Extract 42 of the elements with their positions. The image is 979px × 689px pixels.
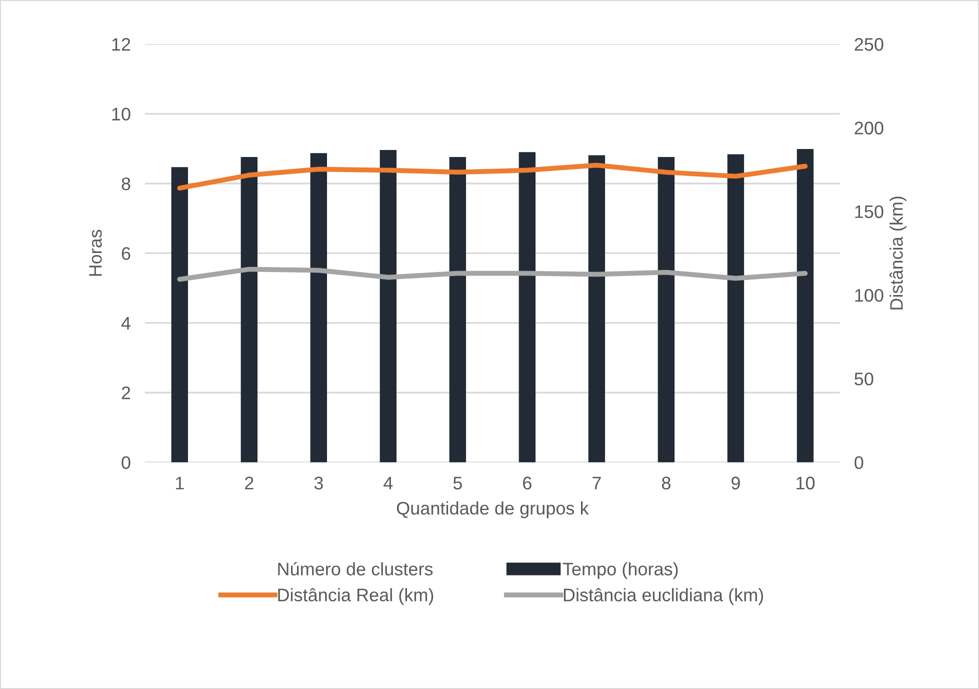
- line-series: [177, 162, 808, 191]
- x-tick-label: 2: [245, 476, 254, 490]
- bar: [449, 157, 466, 462]
- x-axis-title: Quantidade de grupos k: [396, 501, 589, 518]
- y2-tick-label: 100: [855, 288, 884, 302]
- bar: [171, 167, 188, 462]
- bar: [380, 150, 397, 462]
- x-tick-label: 4: [384, 476, 393, 490]
- x-tick-label: 5: [453, 476, 462, 490]
- bar: [240, 157, 258, 462]
- y-tick-label: 8: [122, 177, 130, 190]
- legend-label: Tempo (horas): [562, 562, 678, 580]
- text: Número de clusters: [278, 562, 433, 576]
- y-tick-label: 2: [122, 386, 130, 400]
- x-tick-label: 6: [523, 476, 532, 490]
- bar: [588, 155, 606, 462]
- x-tick-label: 1: [176, 476, 184, 490]
- line-series: [177, 266, 808, 282]
- y2-tick-label: 50: [854, 372, 874, 386]
- legend-label: Distância Real (km): [278, 588, 434, 605]
- y-tick-label: 6: [122, 247, 130, 260]
- y2-tick-label: 150: [855, 205, 884, 218]
- x-tick-label: 10: [796, 476, 815, 490]
- y2-tick-label: 0: [854, 456, 864, 470]
- x-tick-label: 9: [732, 476, 740, 490]
- legend-label: Distância euclidiana (km): [564, 588, 764, 605]
- bar: [727, 154, 744, 462]
- y-tick-label: 4: [121, 317, 130, 330]
- y-axis-title: Horas: [89, 230, 102, 276]
- y-tick-label: 12: [112, 38, 130, 51]
- bar: [796, 149, 814, 462]
- y-tick-label: 10: [112, 108, 130, 121]
- y2-axis-title: Distância (km): [890, 196, 906, 310]
- bar: [518, 152, 536, 462]
- bar: [658, 157, 675, 462]
- x-tick-label: 3: [314, 476, 323, 490]
- y2-tick-label: 200: [854, 122, 884, 134]
- y2-tick-label: 250: [854, 38, 884, 51]
- x-tick-label: 7: [592, 476, 601, 490]
- y-tick-label: 0: [122, 456, 130, 470]
- bar: [310, 153, 328, 462]
- x-tick-label: 8: [662, 476, 670, 490]
